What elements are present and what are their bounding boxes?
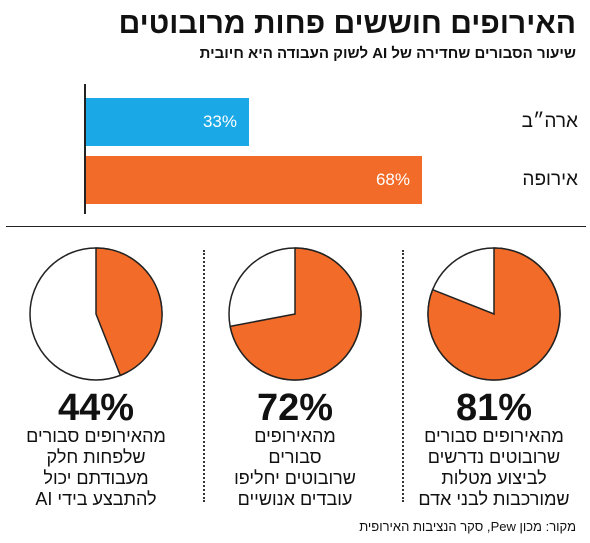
bar-us — [86, 98, 249, 146]
pie-chart-robots-needed — [427, 247, 561, 381]
pie-desc-ai-work: מהאירופים סבורים שלפחות חלק מעבודתם יכול… — [26, 426, 166, 509]
bar-row-europe: 68% — [86, 156, 580, 204]
bar-label-us: ארה״ב — [521, 111, 578, 132]
bar-europe — [86, 156, 422, 204]
pie-column-ai-work: 44% מהאירופים סבורים שלפחות חלק מעבודתם … — [6, 246, 186, 516]
page-title: האירופים חוששים פחות מרובוטים — [118, 7, 576, 40]
pie-chart-robots-replace — [228, 247, 362, 381]
bar-label-europe: אירופה — [522, 169, 578, 190]
pie-desc-robots-needed: מהאירופים סבורים שרובוטים נדרשים לביצוע … — [418, 426, 570, 509]
pie-slice-robots-replace — [229, 247, 362, 381]
pie-column-robots-replace: 72% מהאירופים סבורים שרובוטים יחליפו עוב… — [205, 246, 385, 516]
bar-row-us: 33% — [86, 98, 580, 146]
pie-slice-ai-work — [95, 247, 163, 377]
pie-slice-robots-needed — [427, 247, 561, 381]
bar-chart: 33% ארה״ב 68% אירופה — [0, 0, 590, 230]
bar-value-us: 33% — [202, 112, 237, 131]
pie-chart-ai-work — [29, 247, 163, 381]
section-divider — [6, 226, 586, 227]
bar-value-europe: 68% — [375, 170, 410, 189]
page-subtitle: שיעור הסבורים שחדירה של AI לשוק העבודה ה… — [199, 45, 576, 62]
pie-pct-ai-work: 44% — [57, 387, 135, 429]
column-separator-left — [203, 250, 205, 502]
pie-pct-robots-needed: 81% — [455, 387, 533, 429]
pie-pct-robots-replace: 72% — [256, 387, 334, 429]
pie-desc-robots-replace: מהאירופים סבורים שרובוטים יחליפו עובדים … — [234, 426, 356, 509]
bar-axis-line — [84, 84, 86, 214]
source-note: מקור: מכון Pew, סקר הנציבות האירופית — [359, 519, 576, 534]
column-separator-right — [402, 250, 404, 502]
pie-column-robots-needed: 81% מהאירופים סבורים שרובוטים נדרשים לבי… — [404, 246, 584, 516]
